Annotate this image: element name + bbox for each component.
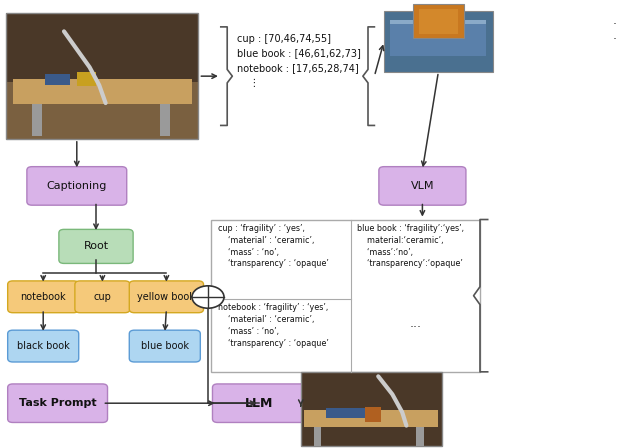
Text: Captioning: Captioning <box>47 181 107 191</box>
Bar <box>32 104 42 136</box>
Circle shape <box>192 286 224 308</box>
Bar <box>384 11 493 72</box>
FancyBboxPatch shape <box>379 167 466 205</box>
Bar <box>390 20 486 56</box>
Bar <box>365 407 381 422</box>
Bar <box>45 73 70 85</box>
Bar <box>6 13 198 82</box>
Bar <box>301 372 442 446</box>
FancyBboxPatch shape <box>75 281 130 313</box>
Bar <box>419 9 458 34</box>
Bar <box>6 13 198 139</box>
FancyBboxPatch shape <box>8 384 108 422</box>
FancyBboxPatch shape <box>59 229 133 263</box>
Text: cup : [70,46,74,55]
blue book : [46,61,62,73]
notebook : [17,65,28,74]
    ⋮: cup : [70,46,74,55] blue book : [46,61,6… <box>237 34 361 88</box>
FancyBboxPatch shape <box>129 330 200 362</box>
Bar <box>314 426 321 446</box>
FancyBboxPatch shape <box>212 384 306 422</box>
Text: VLM: VLM <box>411 181 434 191</box>
Bar <box>211 220 480 372</box>
FancyBboxPatch shape <box>27 167 127 205</box>
FancyBboxPatch shape <box>8 281 79 313</box>
Bar <box>304 410 438 426</box>
Text: blue book : ‘fragility’:‘yes’,
    material:‘ceramic’,
    ‘mass’:‘no’,
    ‘tra: blue book : ‘fragility’:‘yes’, material:… <box>357 224 465 268</box>
Bar <box>160 104 170 136</box>
Bar <box>326 408 365 418</box>
Text: cup: cup <box>93 292 111 302</box>
Text: black book: black book <box>17 341 70 351</box>
Bar <box>413 4 464 38</box>
Text: Task Prompt: Task Prompt <box>19 398 97 408</box>
Bar <box>13 79 192 104</box>
Text: Root: Root <box>83 241 109 251</box>
FancyBboxPatch shape <box>8 330 79 362</box>
Text: notebook : ‘fragility’ : ‘yes’,
    ‘material’ : ‘ceramic’,
    ‘mass’ : ‘no’,
 : notebook : ‘fragility’ : ‘yes’, ‘materia… <box>218 303 328 348</box>
Text: LLM: LLM <box>245 396 273 410</box>
Text: cup : ‘fragility’ : ‘yes’,
    ‘material’ : ‘ceramic’,
    ‘mass’ : ‘no’,
    ‘t: cup : ‘fragility’ : ‘yes’, ‘material’ : … <box>218 224 328 268</box>
FancyBboxPatch shape <box>129 281 204 313</box>
Text: notebook: notebook <box>20 292 66 302</box>
Bar <box>416 426 424 446</box>
Text: ·
·: · · <box>612 18 616 46</box>
Bar <box>6 82 198 139</box>
Text: ...: ... <box>410 317 422 330</box>
Bar <box>77 73 96 86</box>
Text: blue book: blue book <box>141 341 189 351</box>
Text: yellow book: yellow book <box>138 292 195 302</box>
Bar <box>390 20 486 24</box>
